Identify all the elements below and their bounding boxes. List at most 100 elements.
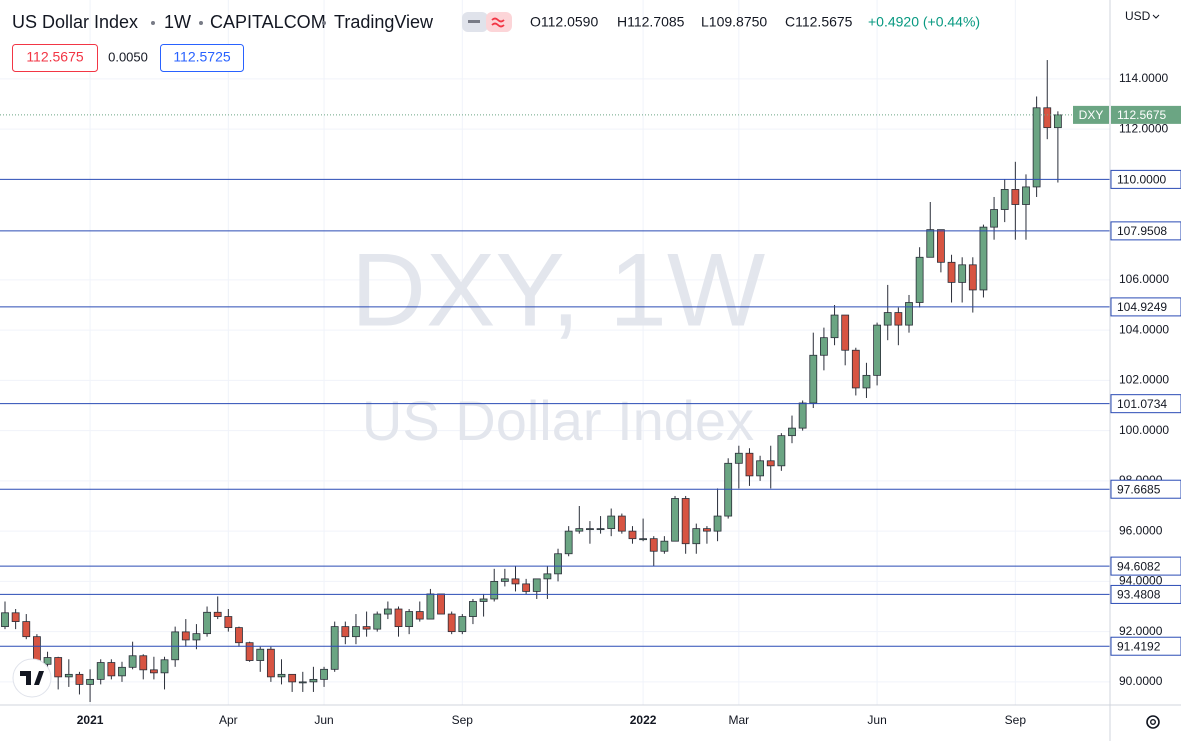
settings-icon[interactable] — [1146, 715, 1160, 729]
candle-body — [936, 229, 945, 263]
gear[interactable] — [1146, 715, 1160, 729]
candle-body — [490, 580, 499, 600]
level-label-box — [1110, 556, 1181, 576]
source: TradingView — [334, 12, 434, 32]
candle-body — [788, 427, 796, 437]
candle-body — [777, 435, 786, 467]
candle-body — [288, 673, 297, 683]
candle-body — [64, 673, 73, 678]
candle-body — [75, 673, 84, 685]
level-label: 101.0734 — [1117, 397, 1167, 411]
candle-body — [1043, 107, 1052, 129]
symbol-title: US Dollar Index — [12, 12, 138, 32]
candle-body — [469, 601, 477, 617]
candle-body — [447, 613, 456, 633]
logo-badge — [12, 658, 52, 698]
candle-body — [586, 528, 594, 531]
candle-body — [873, 324, 881, 376]
x-tick-label: Jun — [314, 713, 333, 727]
candle-body — [107, 662, 116, 677]
x-tick-label: 2022 — [630, 713, 657, 727]
candle-body — [181, 631, 190, 641]
ask[interactable]: 112.5725 — [173, 49, 231, 65]
level-label-box — [1110, 169, 1181, 189]
symbol-label: DXY — [1079, 108, 1104, 122]
candle-body — [213, 611, 222, 617]
bid[interactable]: 112.5675 — [26, 49, 84, 65]
x-tick-label: Mar — [728, 713, 749, 727]
candle-body — [394, 608, 403, 628]
candle-body — [628, 530, 637, 540]
legend-low: L109.8750 — [701, 14, 767, 30]
separator — [151, 21, 155, 25]
candle-body — [958, 264, 967, 283]
buy-box[interactable] — [160, 44, 244, 72]
candle-body — [1011, 189, 1020, 205]
gear-hub — [1149, 719, 1156, 726]
currency[interactable]: USD — [1125, 9, 1151, 23]
candle-body — [851, 349, 860, 389]
separator — [199, 21, 203, 25]
candle-body — [511, 578, 520, 585]
candle-body — [660, 540, 669, 552]
candle-body — [426, 593, 435, 620]
candle-body — [713, 515, 722, 532]
spread: 0.0050 — [108, 49, 148, 64]
candle-body — [543, 573, 552, 580]
indicator-toggles[interactable] — [462, 12, 512, 32]
candle-body — [235, 627, 243, 644]
candle-body — [883, 312, 892, 326]
toggle-icon — [491, 17, 505, 28]
legend-change: +0.4920 (+0.44%) — [868, 14, 980, 30]
level-label-box — [1110, 584, 1181, 604]
y-tick-label: 102.0000 — [1119, 373, 1169, 387]
x-tick-label: Apr — [219, 713, 238, 727]
candle-body — [362, 626, 371, 630]
candle-body — [11, 612, 20, 622]
candle-body — [639, 538, 648, 541]
candle-body — [820, 337, 828, 356]
level-label: 107.9508 — [1117, 224, 1167, 238]
candle-body — [905, 302, 913, 326]
candle-body — [245, 642, 254, 661]
separator — [322, 21, 326, 25]
candle-body — [203, 611, 211, 635]
candle-body — [309, 678, 318, 683]
y-tick-label: 104.0000 — [1119, 322, 1169, 336]
candle-body — [341, 626, 350, 638]
candle-body — [277, 673, 286, 678]
candle-body — [766, 460, 775, 467]
candle-body — [734, 452, 743, 464]
watermark-symbol: DXY, 1W — [351, 232, 765, 348]
candle-body — [745, 452, 754, 477]
symbol-label-box — [1073, 105, 1109, 124]
candle-body — [479, 598, 488, 602]
last-price-box — [1111, 105, 1181, 124]
candle-body — [192, 633, 201, 641]
sell-box[interactable] — [12, 44, 98, 72]
tv-logo — [12, 658, 52, 698]
candle-body — [437, 593, 445, 615]
candle-body — [118, 666, 126, 677]
candle-body — [979, 226, 988, 291]
candle-body — [1022, 186, 1030, 205]
candle-body — [298, 681, 307, 684]
watermark-name: US Dollar Index — [362, 389, 754, 452]
toggle-right[interactable] — [486, 12, 512, 32]
x-tick-label: Jun — [867, 713, 886, 727]
candle-body — [926, 229, 935, 258]
level-label: 97.6685 — [1117, 482, 1161, 496]
candle-body — [330, 626, 339, 670]
candle-body — [1032, 107, 1041, 188]
y-tick-label: 90.0000 — [1119, 674, 1163, 688]
y-tick-label: 96.0000 — [1119, 523, 1163, 537]
level-label: 91.4192 — [1117, 639, 1161, 653]
candle-body — [596, 528, 605, 531]
plot — [0, 60, 1110, 702]
logo-mark — [20, 671, 44, 685]
level-label-box — [1110, 221, 1181, 241]
candle-body — [86, 678, 94, 685]
candle-body — [915, 256, 924, 303]
